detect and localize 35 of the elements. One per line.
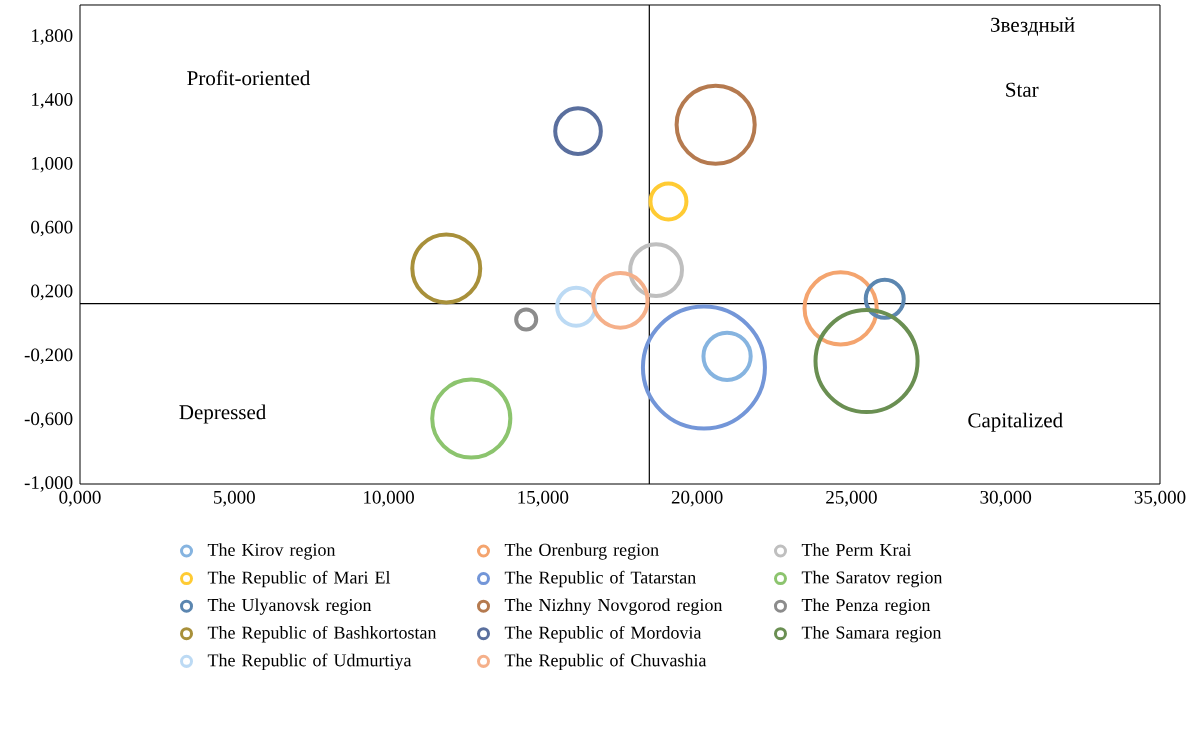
legend-label: The Samara region: [801, 625, 942, 643]
legend-label: The Republic of Bashkortostan: [207, 625, 437, 643]
annotation: Star: [1006, 82, 1039, 97]
legend-label: The Penza region: [801, 598, 931, 615]
x-tick-label: 35,000: [1134, 490, 1186, 507]
legend-label: The Ulyanovsk region: [207, 598, 372, 615]
legend-label: The Perm Krai: [801, 543, 912, 556]
legend-label: The Nizhny Novgorod region: [504, 598, 723, 615]
annotation: Звездный: [991, 17, 1075, 36]
legend-label: The Republic of Tatarstan: [504, 570, 696, 588]
legend-label: The Republic of Mordovia: [504, 625, 702, 643]
y-tick-label: -1,000: [24, 476, 73, 492]
x-tick-label: 0,000: [59, 490, 101, 507]
y-tick-label: 1,400: [32, 93, 73, 109]
y-tick-label: 0,600: [31, 220, 73, 237]
x-tick-label: 30,000: [980, 490, 1032, 507]
y-tick-label: -0,600: [24, 412, 73, 428]
annotation: Profit-oriented: [187, 70, 311, 86]
annotation: Capitalized: [968, 412, 1063, 432]
y-tick-label: -0,200: [24, 348, 73, 365]
x-tick-label: 25,000: [826, 490, 877, 507]
legend-label: The Republic of Udmurtiya: [207, 653, 412, 671]
x-tick-label: 10,000: [364, 490, 414, 507]
x-tick-label: 15,000: [518, 490, 569, 507]
legend-label: The Republic of Chuvashia: [504, 653, 707, 671]
y-tick-label: 0,200: [31, 284, 73, 301]
legend-label: The Republic of Mari El: [207, 570, 391, 588]
legend-label: The Saratov region: [801, 570, 943, 588]
x-tick-label: 20,000: [671, 490, 723, 507]
y-tick-label: 1,000: [32, 156, 73, 173]
annotation: Depressed: [179, 404, 267, 424]
x-tick-label: 5,000: [214, 490, 255, 507]
legend-label: The Kirov region: [207, 543, 336, 560]
y-tick-label: 1,800: [32, 29, 73, 45]
legend-label: The Orenburg region: [504, 543, 659, 560]
